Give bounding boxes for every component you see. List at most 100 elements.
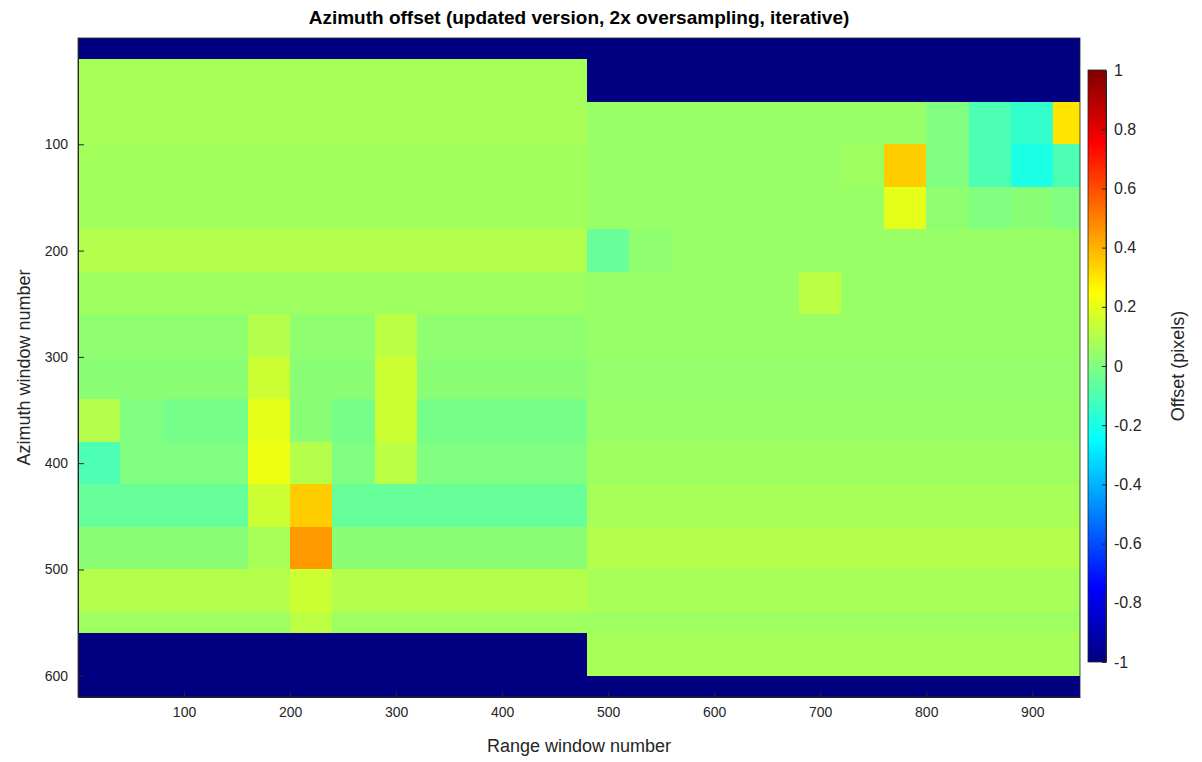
tick-mark — [820, 691, 821, 697]
tick-label: 200 — [45, 243, 69, 259]
heatmap-cell — [120, 314, 163, 357]
heatmap-cell — [502, 38, 545, 60]
heatmap-cell — [205, 633, 248, 676]
heatmap-cell — [884, 612, 927, 634]
heatmap-cell — [629, 484, 672, 527]
heatmap-cell — [248, 569, 291, 612]
heatmap-cell — [460, 399, 503, 442]
heatmap-cell — [1011, 569, 1054, 612]
heatmap-cell — [1053, 357, 1080, 400]
tick-mark — [396, 691, 397, 697]
heatmap-cell — [757, 527, 800, 570]
heatmap-cell — [841, 144, 884, 187]
colorbar-title: Offset (pixels) — [1168, 311, 1188, 422]
heatmap-cell — [332, 187, 375, 230]
heatmap-cell — [757, 272, 800, 315]
tick-label: 0.2 — [1114, 298, 1136, 315]
heatmap-cell — [460, 144, 503, 187]
heatmap-cell — [375, 144, 418, 187]
heatmap-cell — [417, 187, 460, 230]
heatmap-cell — [884, 633, 927, 676]
heatmap-cell — [969, 144, 1012, 187]
heatmap-cell — [545, 314, 588, 357]
heatmap-cell — [884, 569, 927, 612]
tick-label: 0.4 — [1114, 239, 1136, 256]
tick-label: 100 — [173, 704, 197, 720]
heatmap-cell — [502, 229, 545, 272]
heatmap-cell — [672, 442, 715, 485]
heatmap-cell — [502, 527, 545, 570]
heatmap-cell — [205, 59, 248, 102]
tick: 600 — [703, 691, 727, 720]
heatmap-cell — [799, 484, 842, 527]
heatmap-cell — [248, 187, 291, 230]
heatmap-cell — [502, 442, 545, 485]
heatmap-cell — [926, 612, 969, 634]
heatmap-cell — [1011, 484, 1054, 527]
heatmap-cell — [290, 527, 333, 570]
heatmap-cell — [884, 59, 927, 102]
heatmap-cell — [926, 399, 969, 442]
heatmap-cell — [163, 612, 206, 634]
heatmap-cell — [799, 527, 842, 570]
heatmap-cell — [841, 676, 884, 697]
heatmap-cell — [926, 442, 969, 485]
tick-label: 0 — [1114, 358, 1123, 375]
heatmap-cell — [587, 59, 630, 102]
tick-label: 400 — [45, 455, 69, 471]
heatmap-cell — [587, 314, 630, 357]
heatmap-cell — [799, 569, 842, 612]
heatmap-cell — [1053, 59, 1080, 102]
heatmap-cell — [163, 272, 206, 315]
heatmap-cell — [969, 527, 1012, 570]
heatmap-cell — [290, 442, 333, 485]
heatmap-cell — [799, 272, 842, 315]
heatmap-cell — [545, 272, 588, 315]
heatmap-cell — [1011, 59, 1054, 102]
tick: -1 — [1102, 654, 1128, 671]
heatmap-cell — [502, 399, 545, 442]
heatmap-cell — [332, 357, 375, 400]
heatmap-cell — [672, 633, 715, 676]
heatmap-cell — [545, 144, 588, 187]
heatmap-cell — [545, 527, 588, 570]
heatmap-cell — [375, 569, 418, 612]
heatmap-cell — [714, 229, 757, 272]
heatmap-cell — [248, 102, 291, 145]
heatmap-cell — [969, 442, 1012, 485]
heatmap-cell — [969, 102, 1012, 145]
heatmap-cell — [841, 612, 884, 634]
heatmap-cell — [290, 633, 333, 676]
heatmap-cell — [926, 484, 969, 527]
heatmap-cell — [78, 272, 121, 315]
heatmap-cell — [587, 187, 630, 230]
heatmap-cell — [1053, 314, 1080, 357]
tick-mark — [290, 691, 291, 697]
x-axis-title: Range window number — [487, 736, 671, 756]
tick: 900 — [1021, 691, 1045, 720]
heatmap-cell — [120, 527, 163, 570]
heatmap-cell — [332, 569, 375, 612]
heatmap-cell — [799, 229, 842, 272]
heatmap-cell — [120, 676, 163, 697]
heatmap-cell — [375, 38, 418, 60]
heatmap-cell — [841, 102, 884, 145]
heatmap-cell — [417, 633, 460, 676]
heatmap-cell — [460, 187, 503, 230]
heatmap-cell — [1053, 633, 1080, 676]
heatmap-cell — [205, 229, 248, 272]
tick-label: -0.4 — [1114, 476, 1142, 493]
heatmap-cell — [757, 144, 800, 187]
heatmap-cell — [332, 272, 375, 315]
chart: 1002003004005006007008009001002003004005… — [0, 0, 1202, 762]
heatmap-cell — [757, 229, 800, 272]
heatmap-cell — [120, 229, 163, 272]
heatmap-cell — [163, 102, 206, 145]
tick-mark — [1102, 307, 1106, 308]
heatmap-cell — [332, 102, 375, 145]
heatmap-cell — [969, 612, 1012, 634]
tick-mark — [78, 569, 84, 570]
heatmap-cell — [587, 442, 630, 485]
tick: 300 — [45, 349, 84, 365]
heatmap-cell — [78, 527, 121, 570]
